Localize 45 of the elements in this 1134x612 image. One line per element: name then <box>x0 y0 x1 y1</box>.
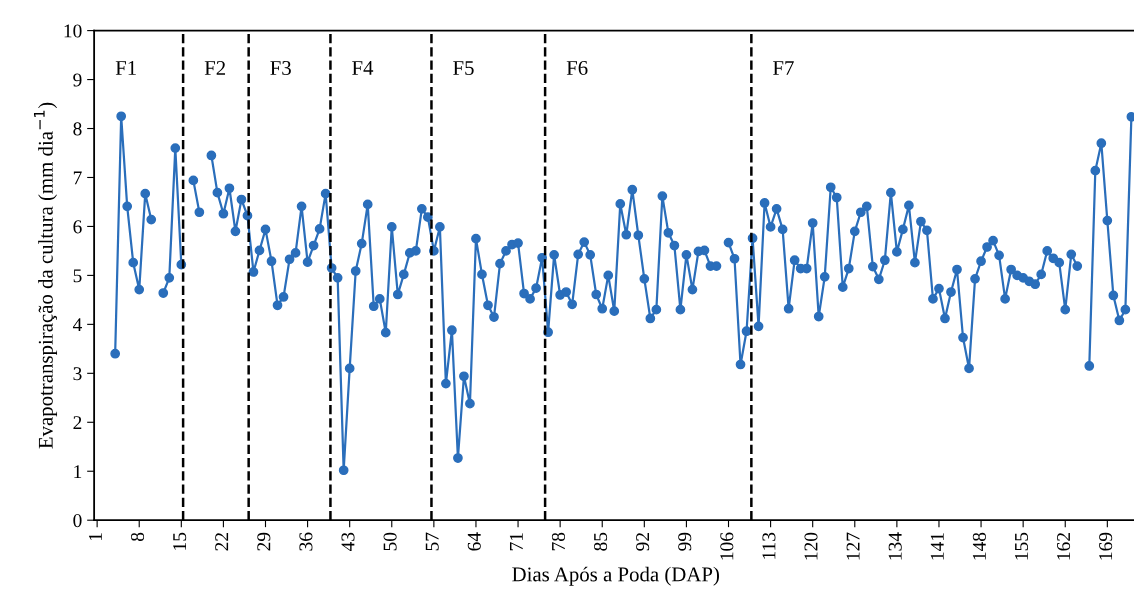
y-tick-label: 7 <box>73 171 82 185</box>
x-tick-label: 148 <box>972 532 986 560</box>
annotation: F7 <box>773 61 794 75</box>
annotation: F2 <box>204 60 226 75</box>
x-tick-label: 8 <box>130 532 145 541</box>
x-tick-label: 50 <box>383 532 397 551</box>
annotation: F5 <box>453 61 474 75</box>
y-tick-label: 6 <box>73 220 82 234</box>
y-tick-label: 5 <box>73 269 82 283</box>
x-tick-label: 36 <box>299 532 313 551</box>
annotation: F3 <box>270 60 291 75</box>
y-tick-label: 0 <box>73 514 82 528</box>
x-tick-label: 155 <box>1014 532 1029 560</box>
x-tick-label: 127 <box>846 532 860 560</box>
x-tick-label: 78 <box>551 532 566 551</box>
x-tick-label: 1 <box>88 533 102 541</box>
y-tick-label: 8 <box>73 122 82 136</box>
x-tick-label: 43 <box>341 532 355 552</box>
x-tick-label: 99 <box>678 532 692 551</box>
y-tick-label: 4 <box>72 318 83 332</box>
y-tick-label: 1 <box>74 465 82 478</box>
x-tick-label: 15 <box>173 532 187 550</box>
x-tick-label: 169 <box>1099 532 1113 560</box>
x-tick-label: 120 <box>804 532 818 560</box>
x-axis-title: Dias Após a Poda (DAP) <box>512 566 720 586</box>
x-tick-label: 64 <box>467 532 481 551</box>
x-tick-label: 92 <box>636 533 650 551</box>
annotation: F4 <box>352 61 374 75</box>
x-tick-label: 113 <box>762 532 776 559</box>
y-tick-label: 2 <box>73 416 82 430</box>
x-tick-label: 22 <box>215 533 229 551</box>
y-tick-label: 10 <box>64 24 82 38</box>
x-tick-label: 134 <box>888 532 902 560</box>
x-tick-label: 85 <box>593 532 608 551</box>
x-tick-label: 141 <box>930 533 944 560</box>
annotation: F1 <box>115 61 136 75</box>
y-axis-title: Evapotranspiração da cultura (mm dia$^{−1}$) <box>33 102 58 449</box>
y-tick-label: 3 <box>73 367 82 381</box>
y-tick-label: 9 <box>73 73 82 87</box>
x-tick-label: 57 <box>425 532 439 551</box>
x-tick-label: 106 <box>720 532 734 560</box>
annotation: F6 <box>566 60 588 75</box>
x-tick-label: 71 <box>509 533 523 551</box>
x-tick-label: 29 <box>257 532 271 551</box>
x-tick-label: 162 <box>1057 533 1071 560</box>
